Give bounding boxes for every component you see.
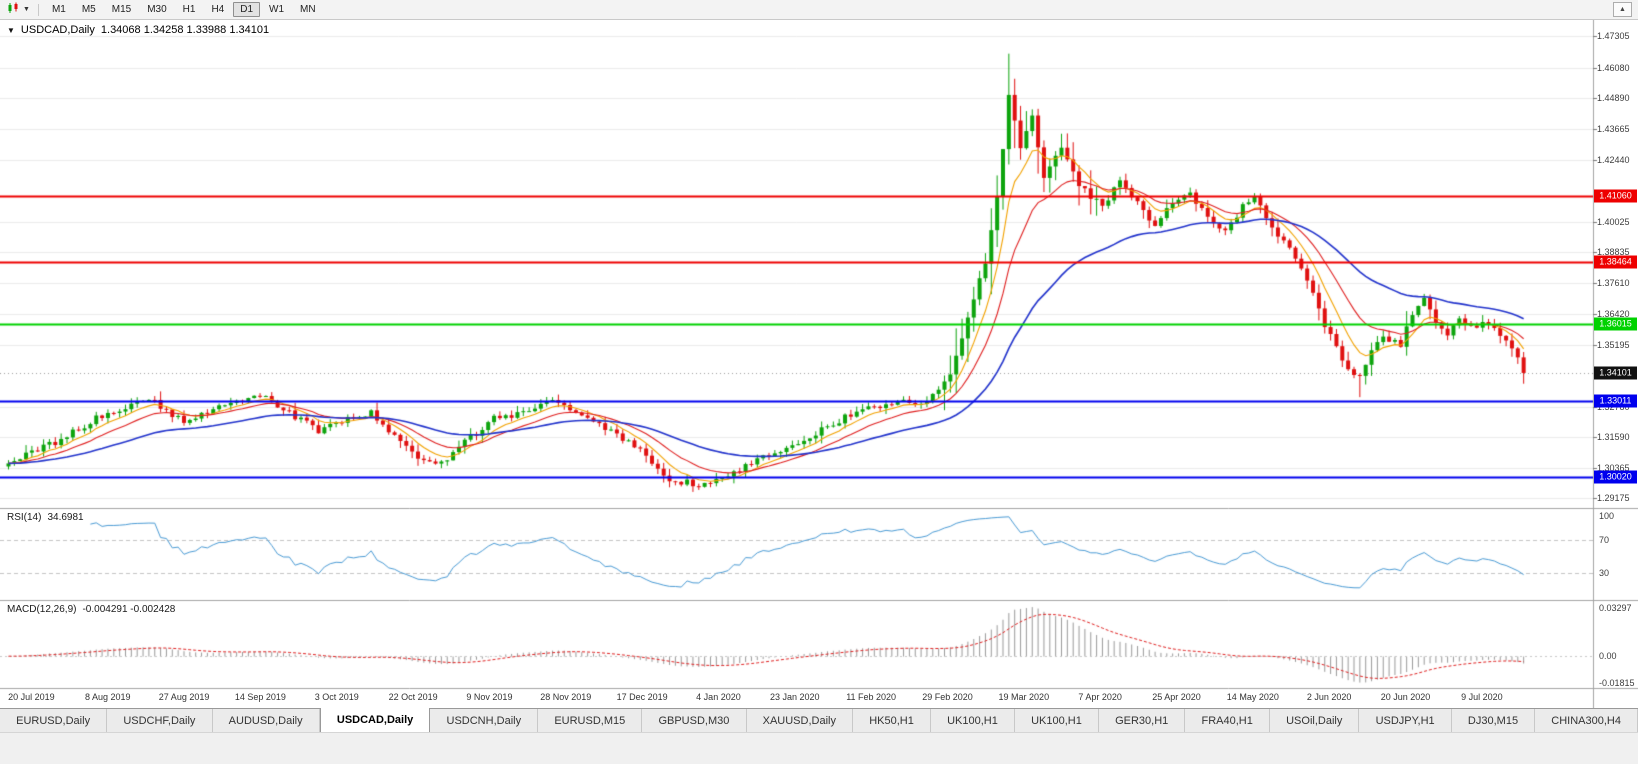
chart-window: ▼ USDCAD,Daily 1.34068 1.34258 1.33988 1… [0, 20, 1638, 708]
chevron-up-icon: ▲ [1619, 6, 1626, 13]
price-line-label[interactable]: 1.38464 [1594, 255, 1637, 269]
chart-tab-usdjpy-h1[interactable]: USDJPY,H1 [1359, 709, 1452, 732]
chart-tab-dj30-m15[interactable]: DJ30,M15 [1451, 709, 1536, 732]
price-line-label[interactable]: 1.33011 [1594, 394, 1637, 408]
price-line-label[interactable]: 1.41060 [1594, 189, 1637, 203]
toolbar-overflow-button[interactable]: ▲ [1613, 2, 1632, 17]
chart-tab-uk100-h1[interactable]: UK100,H1 [930, 709, 1015, 732]
chart-tab-uk100-h1[interactable]: UK100,H1 [1014, 709, 1099, 732]
chart-tab-hk50-h1[interactable]: HK50,H1 [853, 709, 931, 732]
chart-tab-bar: EURUSD,Daily USDCHF,Daily AUDUSD,Daily USDC… [0, 708, 1638, 732]
chart-tab-usdcnh-daily[interactable]: USDCNH,Daily [430, 709, 539, 732]
chart-tab-gbpusd-m30[interactable]: GBPUSD,M30 [642, 709, 747, 732]
timeframe-button-m15[interactable]: M15 [111, 4, 132, 15]
timeframe-button-m30[interactable]: M30 [147, 4, 167, 15]
price-line-label[interactable]: 1.30020 [1594, 470, 1637, 484]
collapse-chart-icon[interactable]: ▼ [7, 25, 15, 35]
timeframe-button-mn[interactable]: MN [300, 4, 316, 15]
price-line-label[interactable]: 1.36015 [1594, 317, 1637, 331]
timeframe-button-h4[interactable]: H4 [211, 4, 225, 15]
timeframe-button-group: M1 M5 M15 M30 H1 H4 D1 W1 MN [44, 2, 324, 17]
price-chart-canvas[interactable] [0, 20, 1638, 708]
chart-tab-ger30-h1[interactable]: GER30,H1 [1098, 709, 1186, 732]
chart-tab-china300-h4[interactable]: CHINA300,H4 [1535, 709, 1638, 732]
timeframe-button-h1[interactable]: H1 [182, 4, 196, 15]
chevron-down-icon: ▼ [23, 6, 30, 13]
chart-tab-usdcad-daily[interactable]: USDCAD,Daily [319, 708, 431, 732]
status-bar [0, 732, 1638, 764]
chart-tab-eurusd-m15[interactable]: EURUSD,M15 [538, 709, 643, 732]
timeframe-button-w1[interactable]: W1 [269, 4, 285, 15]
timeframe-button-m5[interactable]: M5 [81, 4, 96, 15]
last-price-label: 1.34101 [1594, 366, 1637, 380]
candlestick-chart-icon [7, 1, 20, 19]
chart-tab-eurusd-daily[interactable]: EURUSD,Daily [0, 709, 108, 732]
chart-tab-usoil-daily[interactable]: USOil,Daily [1270, 709, 1360, 732]
chart-tab-usdchf-daily[interactable]: USDCHF,Daily [107, 709, 213, 732]
top-toolbar: ▼ M1 M5 M15 M30 H1 H4 D1 W1 MN ▲ [0, 0, 1638, 20]
chart-tab-fra40-h1[interactable]: FRA40,H1 [1185, 709, 1270, 732]
timeframe-button-m1[interactable]: M1 [51, 4, 66, 15]
chart-tab-xauusd-daily[interactable]: XAUUSD,Daily [746, 709, 854, 732]
toolbar-separator [37, 3, 39, 16]
chart-menu-button[interactable]: ▼ [4, 0, 33, 20]
chart-tab-audusd-daily[interactable]: AUDUSD,Daily [212, 709, 320, 732]
timeframe-button-d1[interactable]: D1 [233, 2, 261, 17]
